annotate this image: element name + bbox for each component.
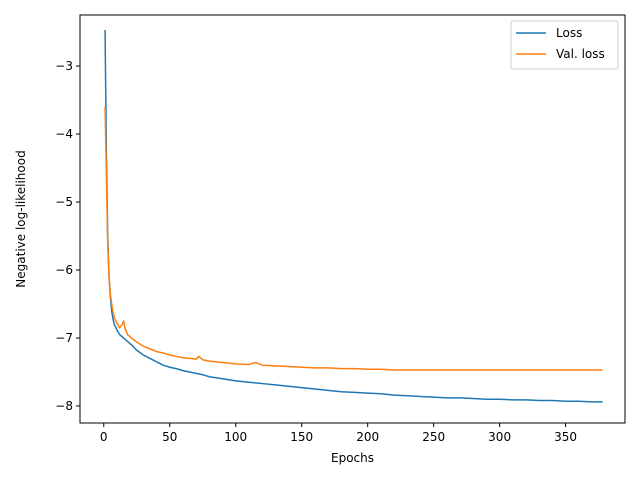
legend: Loss Val. loss: [510, 20, 619, 70]
y-tick-label: −4: [55, 127, 73, 141]
x-tick-label: 50: [162, 430, 177, 444]
y-axis: −3 −4 −5 −6 −7 −8: [55, 59, 80, 413]
y-tick-label: −7: [55, 331, 73, 345]
y-axis-label: Negative log-likelihood: [14, 150, 28, 287]
y-tick-label: −6: [55, 263, 73, 277]
plot-frame: [79, 14, 626, 424]
x-tick-label: 100: [224, 430, 247, 444]
x-tick-label: 250: [422, 430, 445, 444]
x-tick-label: 200: [356, 430, 379, 444]
series-layer: [104, 29, 603, 403]
series-line-val-loss: [104, 106, 603, 371]
x-tick-label: 300: [488, 430, 511, 444]
legend-label-loss: Loss: [556, 26, 582, 40]
x-tick-label: 0: [100, 430, 108, 444]
legend-label-val-loss: Val. loss: [556, 47, 605, 61]
x-axis: 0 50 100 150 200 250 300 350: [100, 423, 577, 444]
x-axis-label: Epochs: [331, 451, 374, 465]
series-line-loss: [104, 29, 603, 403]
y-tick-label: −8: [55, 399, 73, 413]
y-tick-label: −3: [55, 59, 73, 73]
x-tick-label: 150: [290, 430, 313, 444]
x-tick-label: 350: [554, 430, 577, 444]
y-tick-label: −5: [55, 195, 73, 209]
